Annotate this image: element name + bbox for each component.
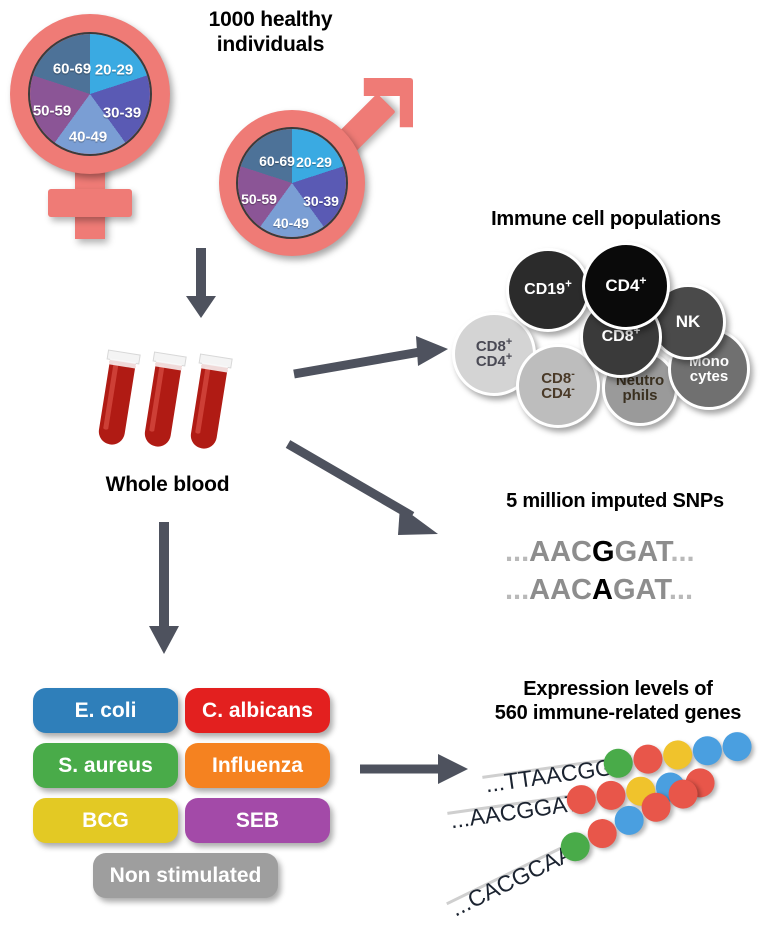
snp-right: GAT: [614, 536, 671, 568]
cohort-heading-line1: 1000 healthy: [208, 8, 333, 31]
stimulations-group: E. coli C. albicans S. aureus Influenza …: [33, 688, 338, 898]
stimulation-s-aureus[interactable]: S. aureus: [33, 743, 178, 788]
arrow-blood-to-immune: [292, 330, 452, 384]
female-age-pie: 20-29 30-39 40-49 50-59 60-69: [28, 32, 152, 156]
expression-heading-line1: Expression levels of: [523, 678, 713, 700]
female-symbol-crossbar: [48, 189, 132, 217]
male-age-label-30-39: 30-39: [303, 193, 339, 209]
snp-right: GAT: [612, 574, 669, 606]
strand-sequence: ...CACGCAA: [446, 839, 578, 922]
snps-heading: 5 million imputed SNPs: [506, 490, 724, 512]
arrow-blood-to-snps: [285, 440, 451, 545]
strand-bead: [690, 734, 724, 768]
stimulation-c-albicans[interactable]: C. albicans: [185, 688, 330, 733]
male-age-pie-slices: [238, 129, 346, 237]
arrow-cohort-to-blood: [185, 248, 217, 320]
stimulation-e-coli[interactable]: E. coli: [33, 688, 178, 733]
male-symbol: 20-29 30-39 40-49 50-59 60-69: [205, 78, 420, 256]
snp-prefix: ...: [505, 574, 530, 606]
snp-allele: A: [592, 574, 613, 606]
strand-bead: [631, 742, 665, 776]
stimulation-influenza[interactable]: Influenza: [185, 743, 330, 788]
expression-heading-line2: 560 immune-related genes: [494, 701, 742, 724]
female-age-label-40-49: 40-49: [68, 128, 108, 146]
cohort-heading: 1000 healthy individuals: [168, 8, 373, 58]
expression-heading: Expression levels of 560 immune-related …: [468, 678, 768, 725]
cohort-heading-line2: individuals: [216, 32, 325, 56]
snp-sequence-row-1: ...AACGGAT...: [505, 536, 695, 569]
immune-cell-label: CD19+: [524, 278, 572, 298]
snp-suffix: ...: [668, 574, 693, 606]
immune-cell-cd4p: CD4+: [582, 242, 670, 330]
whole-blood-label: Whole blood: [105, 473, 230, 496]
expression-strands-group: ...TTAACGG ...AACGGAT ...CACGCAA: [446, 730, 771, 921]
female-age-label-50-59: 50-59: [32, 102, 72, 120]
immune-heading: Immune cell populations: [491, 208, 721, 230]
blood-tube-3: [181, 346, 238, 461]
snp-left: AAC: [529, 574, 593, 606]
male-age-pie: 20-29 30-39 40-49 50-59 60-69: [236, 127, 348, 239]
strand-bead: [661, 738, 695, 772]
immune-cell-cd19p: CD19+: [506, 248, 590, 332]
female-age-pie-slices: [30, 34, 150, 154]
snp-sequence-row-2: ...AACAGAT...: [505, 574, 693, 607]
female-symbol: 20-29 30-39 40-49 50-59 60-69: [10, 14, 185, 244]
stimulation-bcg[interactable]: BCG: [33, 798, 178, 843]
arrow-stimulations-to-expression: [358, 752, 470, 786]
male-age-label-50-59: 50-59: [241, 191, 277, 207]
blood-tube-1: [89, 342, 146, 457]
stimulation-non-stimulated[interactable]: Non stimulated: [93, 853, 278, 898]
blood-tube-2: [135, 344, 192, 459]
female-age-label-30-39: 30-39: [102, 104, 142, 122]
immune-cell-label: CD8- CD4-: [541, 367, 575, 402]
snp-prefix: ...: [505, 536, 530, 568]
immune-cell-label: NK: [675, 312, 701, 332]
immune-cells-group: CD8+ CD4+ CD8- CD4- Neutro phils Mono cytes …: [450, 240, 771, 430]
female-age-label-20-29: 20-29: [94, 61, 134, 79]
male-age-label-20-29: 20-29: [296, 154, 332, 170]
male-age-label-40-49: 40-49: [273, 215, 309, 231]
snp-suffix: ...: [670, 536, 695, 568]
snp-left: AAC: [529, 536, 593, 568]
female-age-label-60-69: 60-69: [52, 60, 92, 78]
stimulation-seb[interactable]: SEB: [185, 798, 330, 843]
immune-cell-label: CD8+: [601, 325, 641, 345]
arrow-blood-to-stimulations: [148, 522, 180, 656]
immune-cell-label: CD4+: [605, 273, 647, 296]
snp-allele: G: [592, 536, 615, 568]
immune-cell-label: CD8+ CD4+: [475, 335, 513, 370]
blood-tubes-group: [95, 340, 295, 455]
male-age-label-60-69: 60-69: [259, 153, 295, 169]
